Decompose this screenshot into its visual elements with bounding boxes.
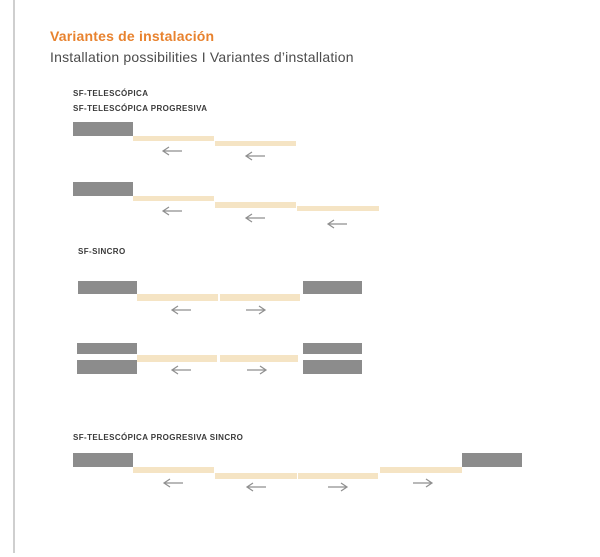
fixed-panel [73, 122, 133, 136]
fixed-panel [303, 343, 362, 354]
sliding-leaf [220, 294, 300, 301]
arrow-left-icon [170, 305, 192, 315]
fixed-panel [73, 182, 133, 196]
arrow-right-icon [246, 365, 268, 375]
fixed-panel [303, 281, 362, 294]
section-label-line: SF-TELESCÓPICA PROGRESIVA SINCRO [73, 433, 244, 442]
sliding-leaf [133, 136, 214, 141]
fixed-panel [73, 453, 133, 467]
sliding-leaf [380, 467, 462, 473]
sliding-leaf [215, 141, 296, 146]
sliding-leaf [297, 206, 379, 211]
section-label-line: SF-TELESCÓPICA [73, 89, 149, 98]
fixed-panel [303, 360, 362, 374]
arrow-left-icon [244, 151, 266, 161]
fixed-panel [77, 360, 137, 374]
section-label-line: SF-TELESCÓPICA PROGRESIVA [73, 104, 208, 113]
arrow-left-icon [170, 365, 192, 375]
sliding-leaf [215, 202, 296, 208]
fixed-panel [77, 343, 137, 354]
sliding-leaf [137, 355, 217, 362]
sliding-leaf [133, 467, 214, 473]
sliding-leaf [220, 355, 298, 362]
sliding-leaf [137, 294, 218, 301]
arrow-left-icon [161, 146, 183, 156]
arrow-left-icon [245, 482, 267, 492]
page-left-border [13, 0, 15, 553]
sliding-leaf [298, 473, 378, 479]
fixed-panel [78, 281, 137, 294]
fixed-panel [462, 453, 522, 467]
arrow-left-icon [326, 219, 348, 229]
arrow-left-icon [244, 213, 266, 223]
arrow-right-icon [327, 482, 349, 492]
sliding-leaf [133, 196, 214, 201]
section-label-progresiva-sincro: SF-TELESCÓPICA PROGRESIVA SINCRO [73, 430, 243, 445]
section-label-line: SF-SINCRO [78, 247, 126, 256]
section-label-sincro: SF-SINCRO [78, 244, 126, 259]
arrow-right-icon [412, 478, 434, 488]
arrow-left-icon [161, 206, 183, 216]
section-label-telescopica: SF-TELESCÓPICA SF-TELESCÓPICA PROGRESIVA [73, 86, 207, 116]
arrow-right-icon [245, 305, 267, 315]
page-title: Variantes de instalación [50, 28, 215, 44]
page-subtitle: Installation possibilities I Variantes d… [50, 49, 354, 65]
sliding-leaf [215, 473, 297, 479]
arrow-left-icon [162, 478, 184, 488]
